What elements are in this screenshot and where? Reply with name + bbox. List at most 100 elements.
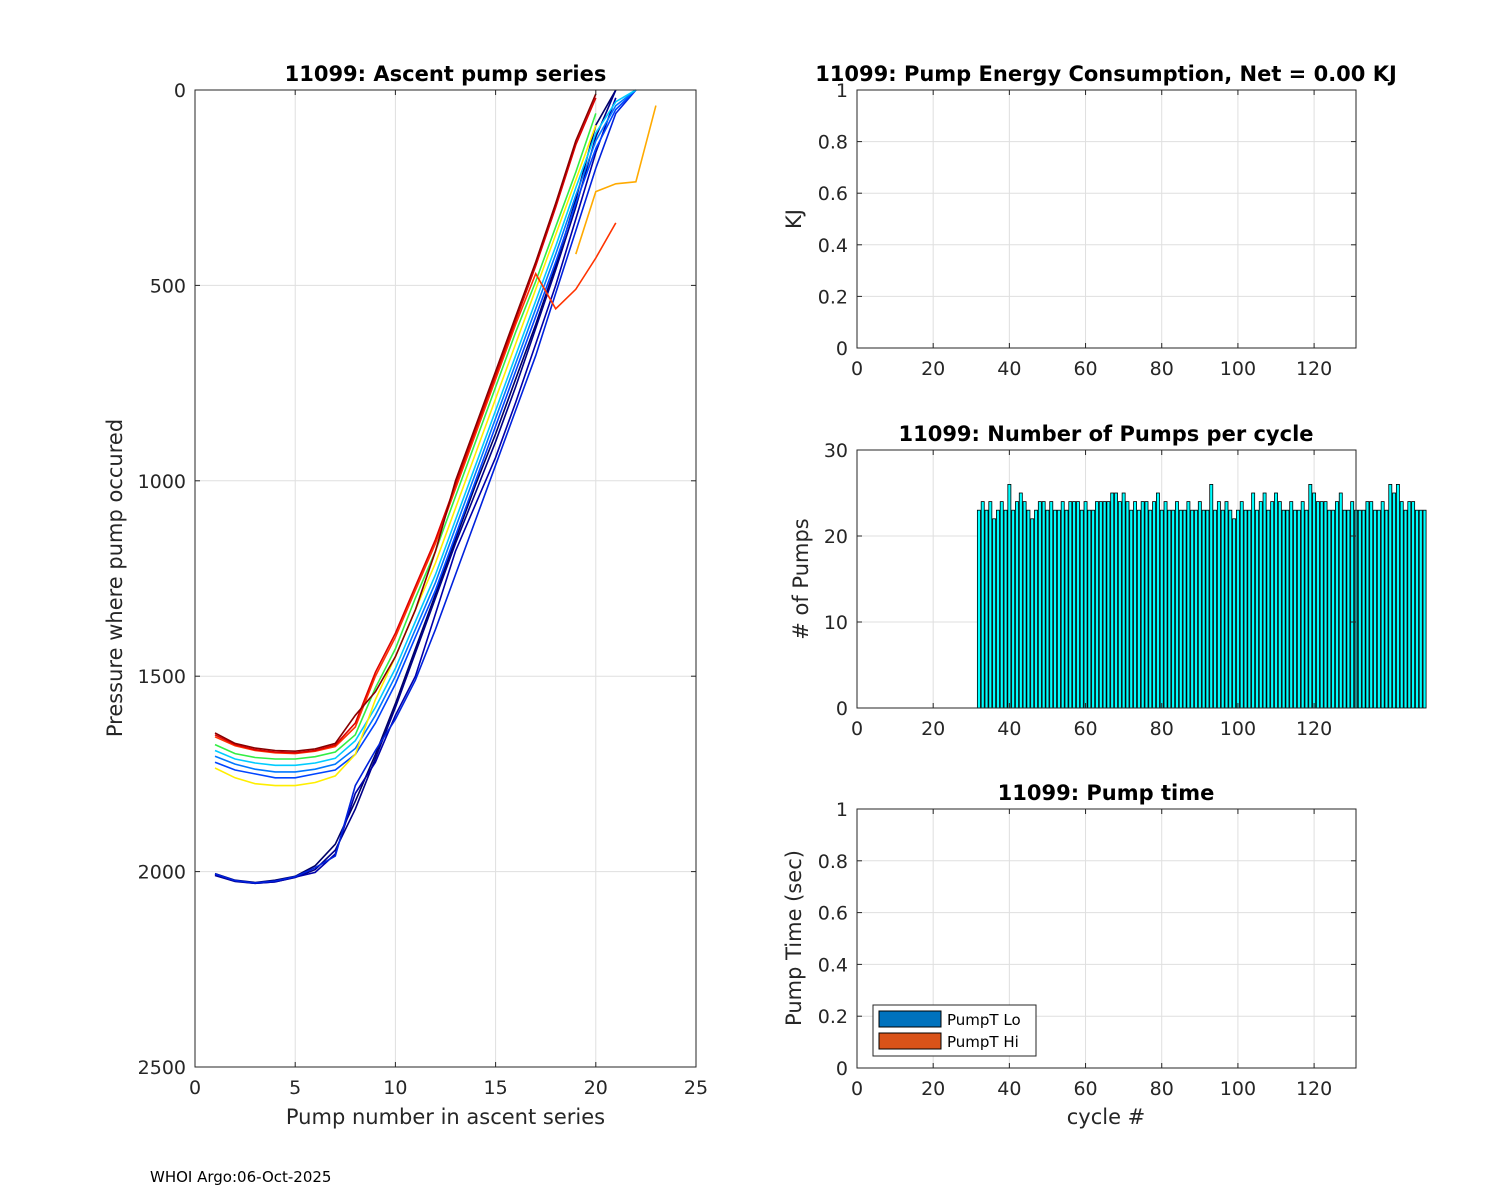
bar	[1159, 509, 1164, 709]
series-line-red	[214, 97, 597, 754]
energy-title: 11099: Pump Energy Consumption, Net = 0.…	[815, 62, 1397, 86]
bar	[1163, 501, 1168, 709]
y-tick-label: 1	[836, 80, 848, 102]
bar	[1338, 492, 1343, 709]
bar	[1304, 509, 1309, 709]
x-tick-label: 100	[1220, 718, 1256, 740]
x-tick-label: 10	[383, 1077, 407, 1099]
bar	[1091, 509, 1096, 709]
y-tick-label: 10	[824, 612, 848, 634]
y-tick-label: 20	[824, 526, 848, 548]
y-tick-label: 0.8	[818, 132, 848, 154]
bar	[1300, 501, 1305, 709]
series-line-cyan	[214, 89, 637, 767]
y-tick-label: 30	[824, 440, 848, 462]
y-tick-label: 0	[836, 338, 848, 360]
y-tick-label: 0.2	[818, 1006, 848, 1028]
x-tick-label: 20	[584, 1077, 608, 1099]
bar	[1125, 501, 1130, 709]
y-tick-label: 0.6	[818, 903, 848, 925]
x-tick-label: 120	[1296, 1078, 1332, 1100]
y-tick-label: 2500	[138, 1057, 186, 1079]
energy-ylabel: KJ	[782, 209, 806, 229]
bar	[1037, 501, 1042, 709]
bar	[1197, 501, 1202, 709]
x-tick-label: 0	[851, 1078, 863, 1100]
bar	[1121, 492, 1126, 709]
bar	[1072, 501, 1077, 709]
bar	[1319, 501, 1324, 709]
x-tick-label: 5	[289, 1077, 301, 1099]
bar	[1216, 501, 1221, 709]
bar	[1422, 509, 1427, 709]
series-line-orange	[575, 105, 657, 255]
bar	[1323, 501, 1328, 709]
x-tick-label: 100	[1220, 358, 1256, 380]
pumptime-chart: 0 20 40 60 80 100 120 0 0.2 0.4 0.6 0.8 1 11099: Pum…	[782, 781, 1357, 1129]
x-tick-label: 40	[997, 1078, 1021, 1100]
bar	[1049, 501, 1054, 709]
legend-label-hi: PumpT Hi	[947, 1033, 1019, 1051]
bar	[1026, 509, 1031, 709]
bar	[1365, 501, 1370, 709]
bar	[1384, 509, 1389, 709]
bar	[1022, 501, 1027, 709]
y-tick-label: 0	[836, 1058, 848, 1080]
bar	[1293, 509, 1297, 709]
bar	[1369, 501, 1374, 709]
pumptime-ticks: 0 20 40 60 80 100 120 0 0.2 0.4 0.6 0.8 1	[818, 799, 1356, 1100]
ascent-series	[214, 89, 657, 885]
bar	[1136, 509, 1141, 709]
bar	[1224, 501, 1229, 709]
y-tick-label: 0	[836, 698, 848, 720]
x-tick-label: 120	[1296, 358, 1332, 380]
bar	[992, 518, 997, 709]
y-tick-label: 1000	[138, 471, 186, 493]
bar	[1186, 501, 1191, 709]
bar	[1144, 501, 1149, 709]
bar	[1361, 509, 1366, 709]
bar	[1331, 509, 1336, 709]
bar	[1053, 509, 1058, 709]
x-tick-label: 20	[921, 358, 945, 380]
bar	[1030, 518, 1035, 709]
legend-label-lo: PumpT Lo	[947, 1011, 1021, 1029]
bar	[1106, 501, 1111, 709]
bar	[980, 501, 985, 709]
energy-ticks: 0 20 40 60 80 100 120 0 0.2 0.4 0.6 0.8 1	[818, 80, 1356, 380]
bar	[1087, 509, 1092, 709]
bar	[1083, 501, 1088, 709]
pumps-ticks: 0 20 40 60 80 100 120 0 10 20 30	[824, 440, 1356, 740]
bar	[999, 501, 1004, 709]
y-tick-label: 0.4	[818, 235, 848, 257]
ascent-chart: 0 5 10 15 20 25 0 500 1000 1500 2000 2500 11099: As…	[103, 62, 708, 1129]
bar	[1342, 509, 1347, 709]
bar	[1213, 509, 1217, 709]
bar	[1308, 483, 1313, 709]
bar	[1415, 509, 1419, 709]
bar	[1312, 492, 1317, 709]
bar	[1376, 509, 1381, 709]
bar	[1289, 501, 1294, 709]
bar	[1258, 501, 1263, 709]
bar	[1270, 501, 1275, 709]
bar	[1274, 492, 1278, 709]
bar	[1315, 501, 1320, 709]
legend-swatch-hi	[878, 1032, 942, 1050]
x-tick-label: 0	[189, 1077, 201, 1099]
bar	[1285, 509, 1290, 709]
bar	[1148, 509, 1153, 709]
x-tick-label: 40	[997, 358, 1021, 380]
bar	[1003, 509, 1008, 709]
y-tick-label: 0.8	[818, 851, 848, 873]
bar	[1232, 518, 1237, 709]
bar	[1102, 501, 1107, 709]
x-tick-label: 80	[1150, 718, 1174, 740]
footer-stamp: WHOI Argo:06-Oct-2025	[150, 1168, 331, 1186]
series-line-green	[214, 113, 597, 760]
pumptime-legend: PumpT Lo PumpT Hi	[872, 1004, 1037, 1057]
bar	[1403, 509, 1408, 709]
pumps-title: 11099: Number of Pumps per cycle	[898, 422, 1313, 446]
x-tick-label: 60	[1073, 718, 1097, 740]
bar	[1178, 509, 1183, 709]
